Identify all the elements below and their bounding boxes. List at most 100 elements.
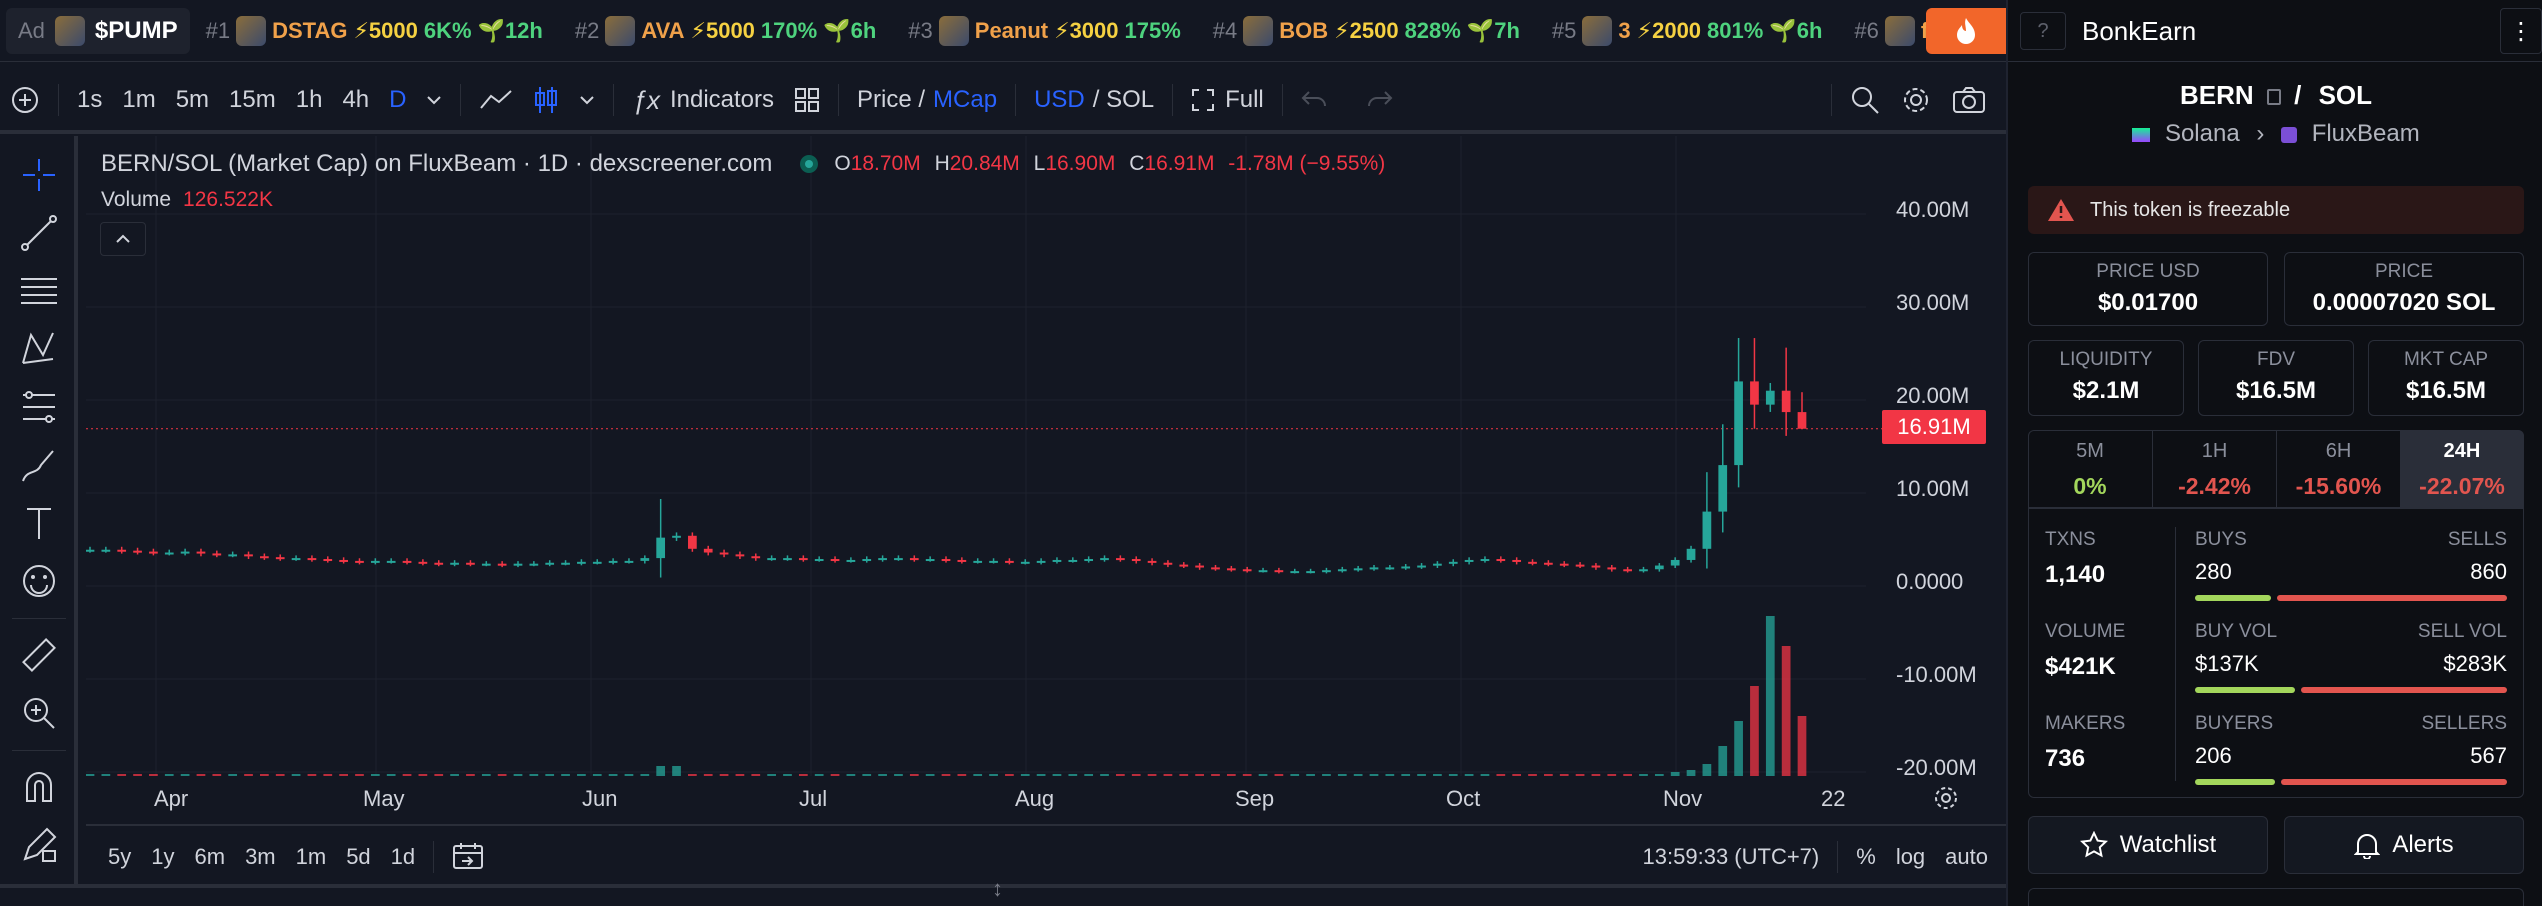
txns-label: TXNS [2045,529,2096,550]
interval-1s[interactable]: 1s [77,86,103,113]
interval-4h[interactable]: 4h [342,86,370,113]
auto-scale-toggle[interactable]: auto [1945,844,1988,869]
volume-bar [86,774,95,776]
indicators-button[interactable]: ƒx Indicators [622,75,784,125]
tab-5m[interactable]: 5M 0% [2028,430,2152,508]
add-symbol-button[interactable] [0,75,50,125]
layouts-button[interactable] [784,75,830,125]
percent-scale-toggle[interactable]: % [1856,844,1876,869]
buyers-label: BUYERS [2195,713,2274,734]
trending-item-1[interactable]: #1 DSTAG ⚡5000 6K% 🌱12h [190,15,559,46]
interval-1m[interactable]: 1m [122,86,156,113]
undo-button[interactable] [1291,75,1337,125]
goto-date-button[interactable] [442,830,494,884]
volume-bar [434,774,444,776]
tab-6h[interactable]: 6H -15.60% [2276,430,2400,508]
text-tool[interactable] [16,500,62,546]
snapshot-button[interactable] [1942,75,2006,125]
line-chart-icon [480,90,513,109]
magnet-tool[interactable] [16,764,62,810]
range-1y[interactable]: 1y [151,844,175,869]
line-chart-type-button[interactable] [469,75,523,125]
freezable-warning[interactable]: This token is freezable [2028,186,2524,234]
measure-tool[interactable] [16,632,62,678]
volume-bar [767,774,776,776]
token-icon [1243,15,1274,46]
token-name: BonkEarn [2082,16,2197,46]
interval-15m[interactable]: 15m [229,86,276,113]
toolbar-divider [1281,84,1283,116]
stats-divider [2175,527,2176,781]
collapse-legend-button[interactable] [100,222,146,256]
lock-drawings-tool[interactable] [16,822,62,868]
price-mcap-toggle[interactable]: Price / MCap [847,75,1007,125]
volume-bar [1258,774,1268,776]
smiley-icon [23,565,55,597]
trendline-tool[interactable] [16,210,62,256]
copy-icon[interactable] [2266,89,2281,106]
trendline-icon [21,215,57,251]
trending-item-3[interactable]: #3 Peanut ⚡3000 175% [892,15,1197,46]
zoom-tool[interactable] [16,690,62,736]
quick-search-button[interactable] [1840,75,1890,125]
magnet-icon [26,772,52,802]
interval-dropdown[interactable] [416,75,452,125]
tab-24h[interactable]: 24H -22.07% [2400,430,2524,508]
candle-body [783,558,792,561]
trending-item-2[interactable]: #2 AVA ⚡5000 170% 🌱6h [559,15,892,46]
y-tick: 10.00M [1896,476,1970,501]
trending-rank: #4 [1212,17,1238,43]
kebab-menu-icon: ⋮ [2509,17,2533,45]
range-5d[interactable]: 5d [346,844,371,869]
resize-handle-icon[interactable]: ↕ [992,876,1003,901]
makers-label: MAKERS [2045,713,2126,734]
interval-d[interactable]: D [389,86,407,113]
crosshair-tool[interactable] [16,152,62,198]
boost-value: ⚡2000 [1636,17,1702,43]
toolbar-divider [460,84,462,116]
dex-name[interactable]: FluxBeam [2311,120,2420,147]
range-1d[interactable]: 1d [390,844,416,869]
volume-bar [783,774,792,776]
fib-tool[interactable] [16,268,62,314]
range-6m[interactable]: 6m [194,844,226,869]
trending-item-4[interactable]: #4 BOB ⚡2500 828% 🌱7h [1197,15,1536,46]
candle-body [1052,559,1062,562]
token-avatar-placeholder[interactable]: ? [2020,12,2066,50]
fullscreen-button[interactable]: Full [1181,75,1274,125]
clock-display[interactable]: 13:59:33 (UTC+7) [1642,844,1820,869]
panel-menu-button[interactable]: ⋮ [2500,8,2542,54]
alerts-button[interactable]: Alerts [2284,816,2524,874]
pattern-tool[interactable] [16,326,62,372]
candle-body [244,554,253,557]
watchlist-button[interactable]: Watchlist [2028,816,2268,874]
redo-button[interactable] [1357,75,1403,125]
candle-chart-type-button[interactable] [523,75,569,125]
chain-name[interactable]: Solana [2164,120,2240,147]
volume-bar [1639,774,1648,776]
prediction-tool[interactable] [16,384,62,430]
volume-bar [846,774,856,776]
log-scale-toggle[interactable]: log [1895,844,1926,869]
trending-item-5[interactable]: #5 3 ⚡2000 801% 🌱6h [1536,15,1838,46]
ad-chip[interactable]: Ad $PUMP [6,7,190,54]
tab-1h[interactable]: 1H -2.42% [2152,430,2276,508]
interval-5m[interactable]: 5m [175,86,210,113]
emoji-tool[interactable] [16,558,62,604]
candle-body [1417,565,1426,568]
next-card-edge [2028,888,2524,906]
range-5y[interactable]: 5y [108,844,132,869]
range-3m[interactable]: 3m [245,844,276,869]
tab-label: 5M [2076,440,2104,462]
axis-settings-button[interactable] [1932,784,1960,817]
chart-type-dropdown[interactable] [569,75,605,125]
trending-fire-button[interactable] [1926,8,2006,54]
chart-settings-button[interactable] [1890,75,1942,125]
x-tick: Aug [1015,786,1055,811]
currency-toggle[interactable]: USD / SOL [1024,75,1164,125]
price-chart[interactable]: BERN/SOL (Market Cap) on FluxBeam · 1D ·… [86,136,2006,776]
range-1m[interactable]: 1m [295,844,327,869]
interval-1h[interactable]: 1h [295,86,323,113]
brush-tool[interactable] [16,442,62,488]
volume-bar [894,774,903,776]
